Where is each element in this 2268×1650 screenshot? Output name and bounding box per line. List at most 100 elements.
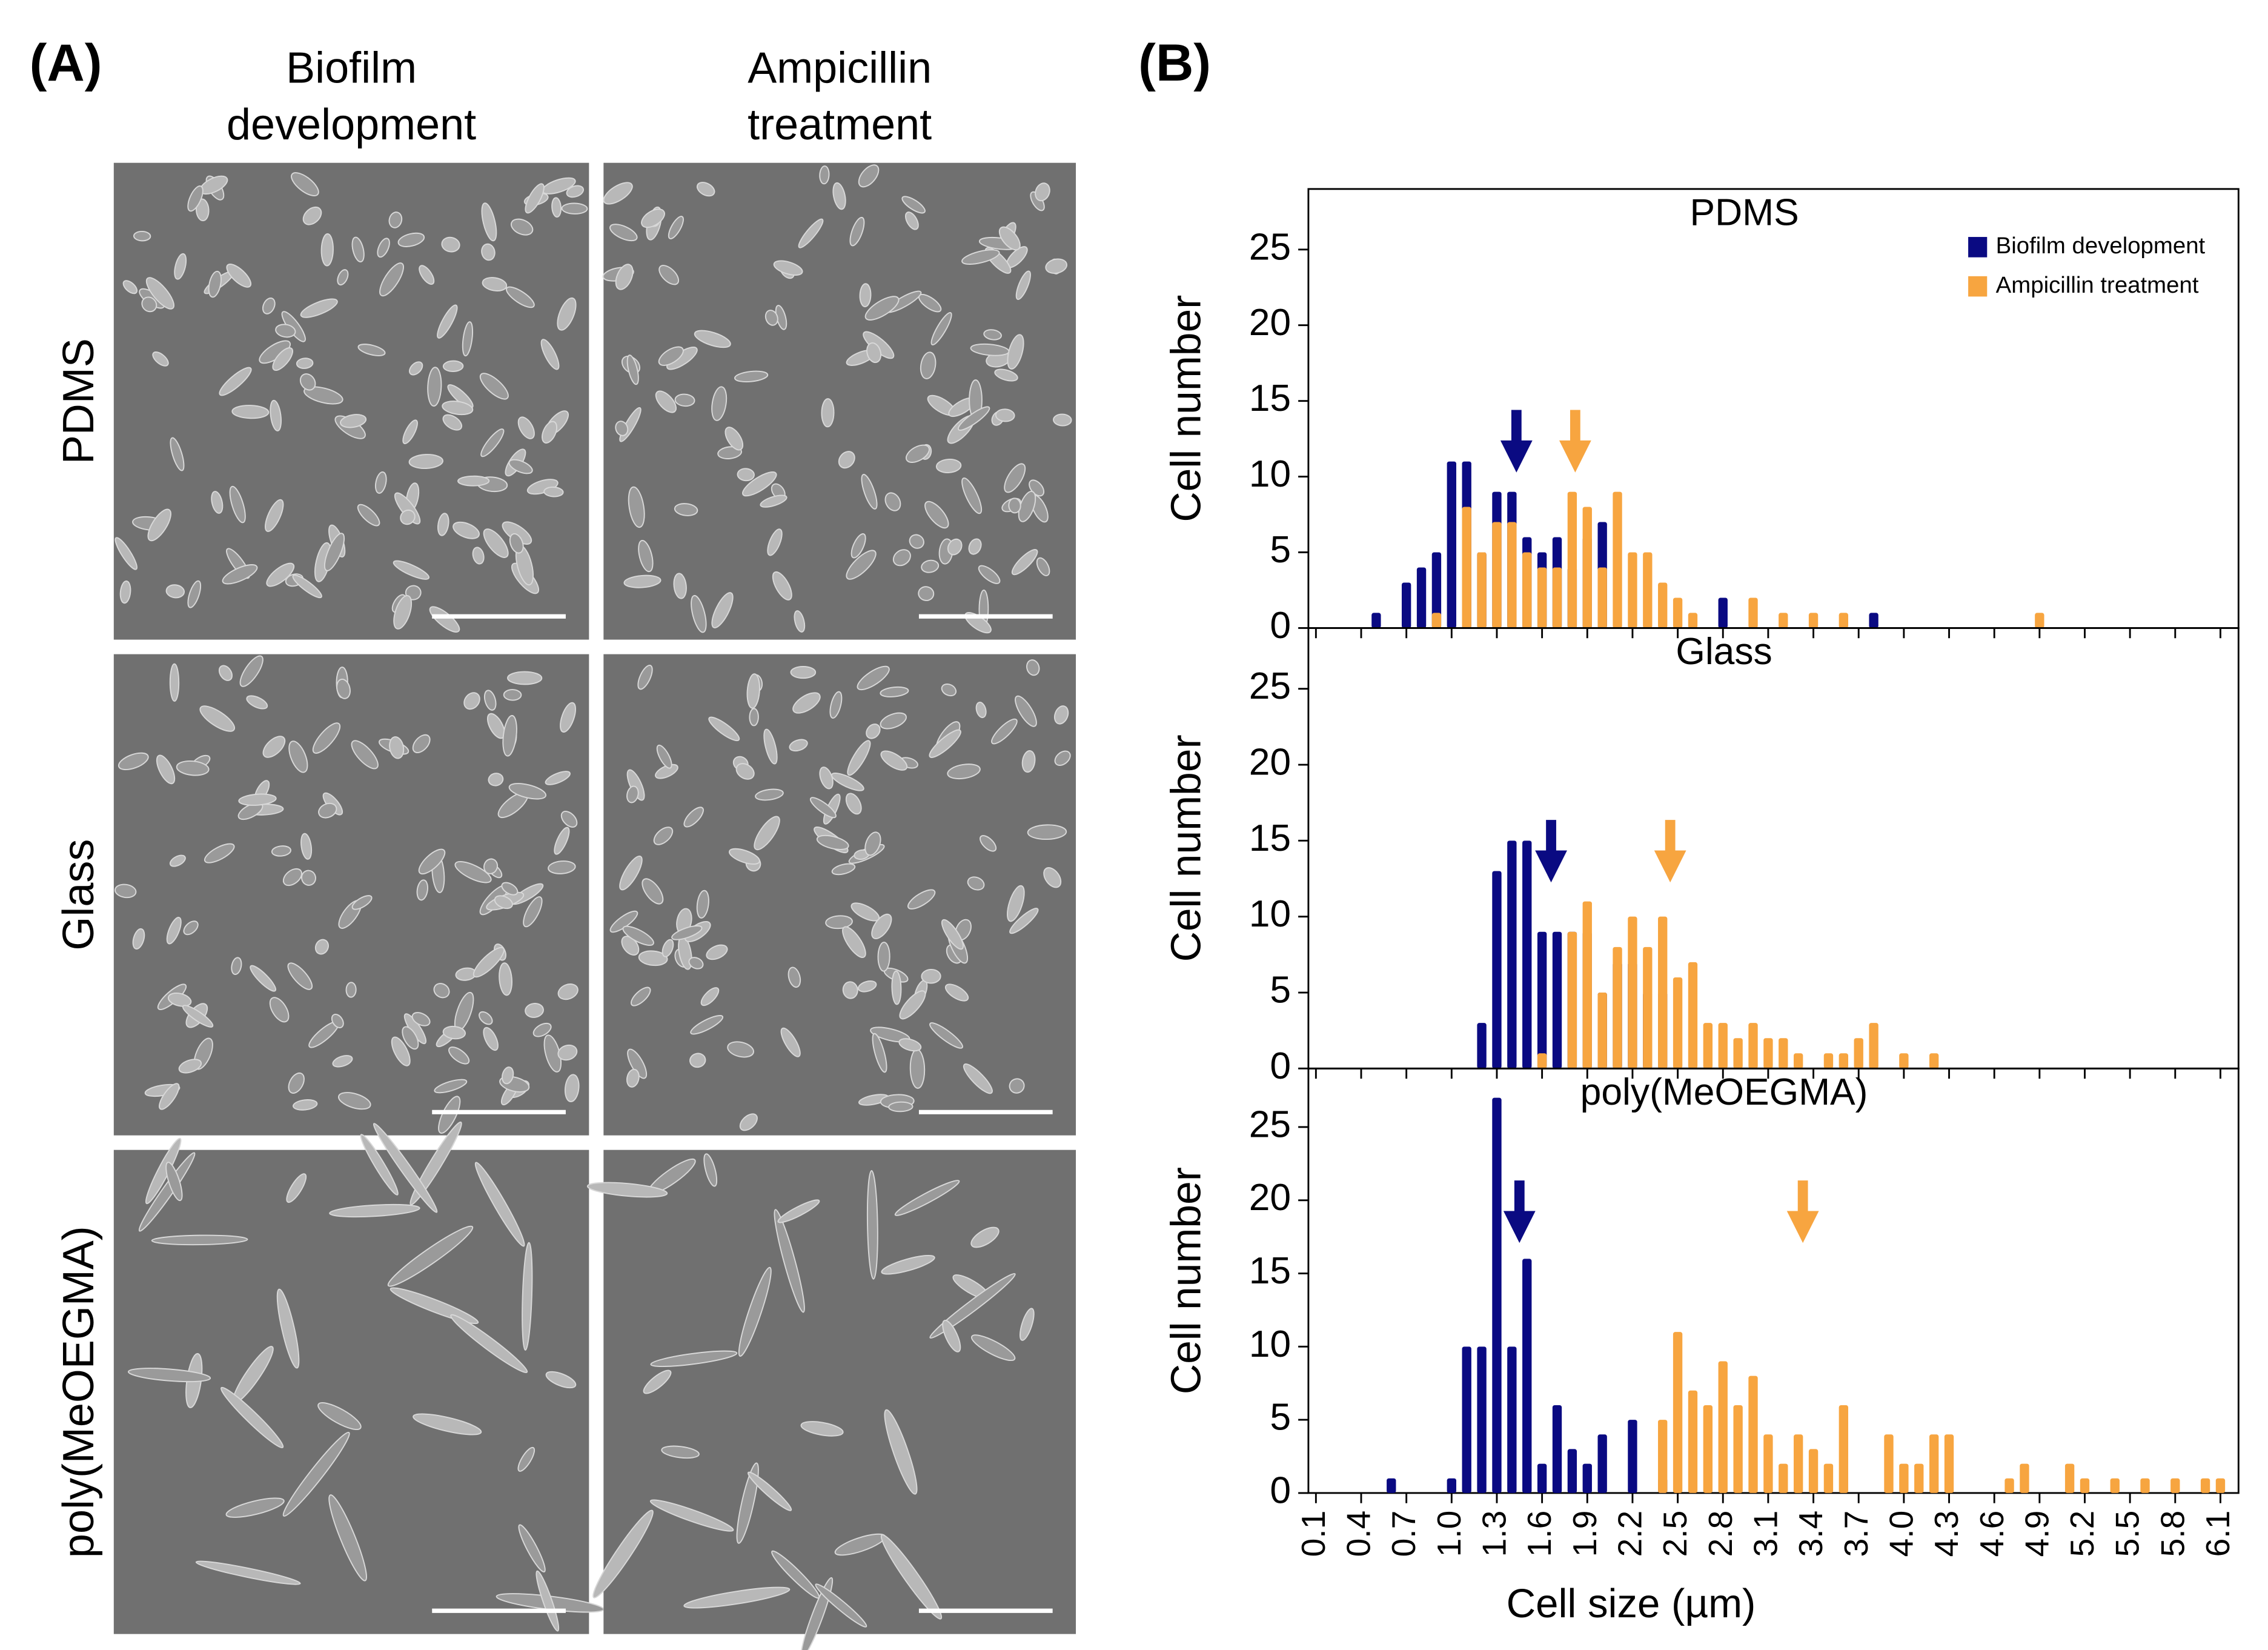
cell <box>564 1074 580 1102</box>
cell <box>918 586 935 601</box>
cell <box>507 671 543 685</box>
bar <box>1492 1097 1502 1493</box>
bar <box>1658 1420 1668 1493</box>
bar <box>2110 1478 2120 1493</box>
cell <box>199 705 236 732</box>
x-tick-label: 4.3 <box>1928 1511 1965 1557</box>
cell <box>921 968 941 984</box>
bar <box>1899 1463 1909 1493</box>
cell <box>656 744 672 769</box>
cell <box>935 459 962 473</box>
bar <box>1537 567 1547 628</box>
bar <box>1944 1434 1954 1493</box>
bar <box>1643 946 1653 1069</box>
panel-label: (B) <box>1138 34 1211 92</box>
cell <box>178 1059 202 1074</box>
bar <box>1733 1405 1743 1493</box>
cell <box>133 230 151 242</box>
cell <box>586 1182 668 1198</box>
cell <box>229 485 246 524</box>
cell <box>881 1254 935 1275</box>
bar <box>1718 1023 1728 1069</box>
cell <box>847 740 871 776</box>
cell <box>767 528 783 556</box>
bar <box>1869 1023 1878 1069</box>
cell <box>479 1011 493 1025</box>
cell <box>821 398 835 428</box>
cell <box>170 437 185 471</box>
bar <box>1431 552 1442 628</box>
cell <box>389 736 405 759</box>
cell <box>641 208 665 228</box>
cell <box>545 1371 577 1389</box>
cell <box>1054 750 1071 766</box>
x-tick-label: 4.9 <box>2018 1511 2055 1557</box>
cell <box>204 843 235 863</box>
bar <box>1823 1463 1834 1493</box>
bar <box>1899 1053 1909 1069</box>
cell <box>360 1134 399 1196</box>
x-tick-label: 3.7 <box>1837 1511 1875 1557</box>
cell <box>674 393 695 407</box>
cell <box>517 416 535 439</box>
cell <box>792 692 821 714</box>
cell <box>901 196 926 214</box>
cell <box>523 896 543 928</box>
cell <box>208 270 222 298</box>
bar <box>1854 1038 1863 1069</box>
cell <box>357 344 386 356</box>
cell <box>238 793 277 806</box>
cell <box>409 1121 462 1206</box>
bar <box>1462 507 1471 628</box>
bar <box>1869 613 1878 628</box>
cell <box>1011 549 1038 576</box>
y-tick-label: 10 <box>1249 1323 1291 1365</box>
cell <box>472 547 485 565</box>
cell <box>418 848 446 875</box>
cell <box>975 702 987 719</box>
cell <box>668 216 684 239</box>
legend-swatch <box>1968 276 1988 297</box>
cell <box>156 754 176 785</box>
cell <box>866 1170 878 1280</box>
cell <box>615 421 629 436</box>
bar <box>1477 552 1487 628</box>
cell <box>689 1053 706 1068</box>
cell <box>626 354 639 385</box>
cell <box>337 269 349 286</box>
cell <box>557 297 577 331</box>
cell <box>929 1272 1016 1339</box>
cell <box>165 584 185 599</box>
bar <box>1793 1053 1803 1069</box>
cell <box>1043 867 1062 888</box>
cell <box>226 264 251 288</box>
cell <box>947 763 981 780</box>
cell <box>296 358 314 369</box>
cell <box>727 1041 754 1058</box>
cell <box>706 944 728 960</box>
cell <box>275 324 296 338</box>
cell <box>303 386 343 405</box>
bar <box>1613 946 1622 1069</box>
cell <box>864 831 881 856</box>
cell <box>815 1583 867 1628</box>
cell <box>957 406 990 431</box>
cell <box>269 997 290 1023</box>
cell <box>643 1369 672 1394</box>
cell <box>842 981 858 999</box>
cell <box>1007 334 1024 370</box>
chart-title: PDMS <box>1690 192 1799 234</box>
cell <box>336 679 351 699</box>
cell <box>510 218 534 236</box>
cell <box>998 226 1021 251</box>
cell <box>857 665 890 691</box>
x-tick-label: 2.2 <box>1611 1511 1649 1557</box>
cell <box>127 1368 211 1383</box>
bar <box>2020 1463 2029 1493</box>
cell <box>165 1162 183 1202</box>
cell <box>866 724 881 739</box>
cell <box>437 304 458 339</box>
cell <box>299 373 316 391</box>
cell <box>462 321 474 357</box>
x-tick-label: 2.8 <box>1702 1511 1739 1557</box>
